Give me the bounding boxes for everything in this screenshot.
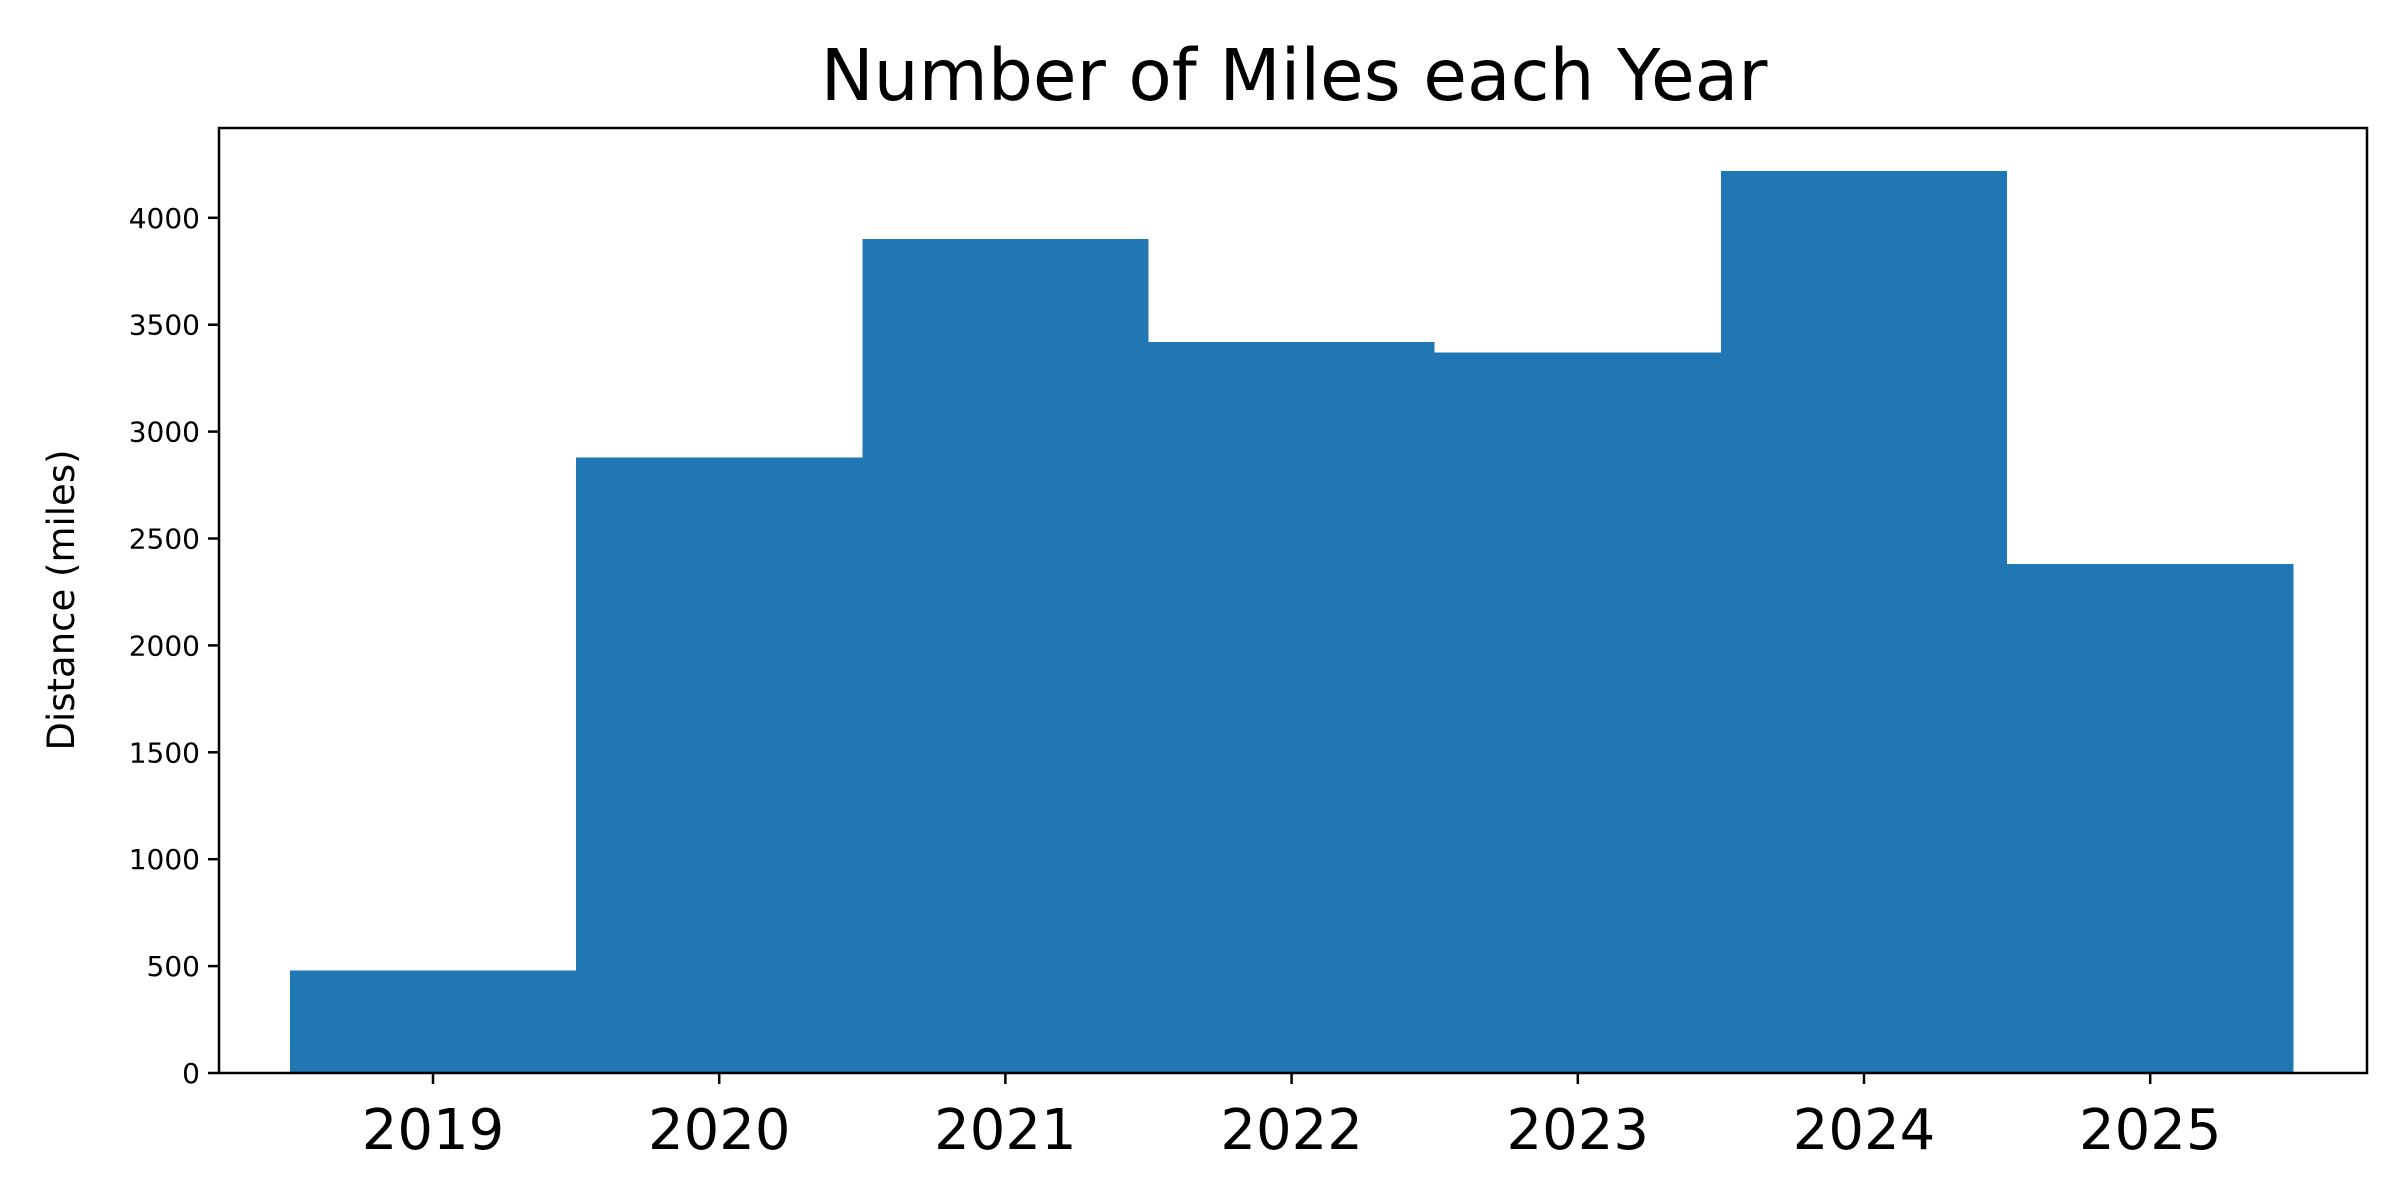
- y-tick-label: 4000: [129, 202, 200, 235]
- x-tick-label: 2019: [362, 1098, 505, 1163]
- plot-frame: [217, 126, 2369, 1075]
- x-tick-label: 2025: [2079, 1098, 2222, 1163]
- y-tick-label: 3000: [129, 416, 200, 449]
- y-tick-label: 0: [182, 1057, 200, 1090]
- bar-2023: [1434, 352, 1721, 1073]
- x-tick-label: 2024: [1793, 1098, 1936, 1163]
- bar-2022: [1148, 341, 1435, 1073]
- x-axis-ticks: 2019 2020 2021 2022 2023 2024 2025: [362, 1073, 2222, 1163]
- bar-2020: [576, 457, 863, 1073]
- y-tick-label: 1500: [129, 736, 200, 769]
- bar-2019: [289, 970, 577, 1073]
- y-tick-label: 2500: [129, 523, 200, 556]
- bar-2021: [862, 239, 1149, 1073]
- y-tick-label: 1000: [129, 843, 200, 876]
- x-tick-label: 2022: [1220, 1098, 1363, 1163]
- x-tick-label: 2020: [648, 1098, 791, 1163]
- bar-2025: [2007, 564, 2294, 1073]
- x-tick-label: 2023: [1507, 1098, 1650, 1163]
- y-axis-ticks: 0 500 1000 1500 2000 2500 3000 3500 4000: [129, 202, 219, 1090]
- y-axis-label: Distance (miles): [40, 449, 83, 750]
- y-tick-label: 500: [147, 950, 200, 983]
- y-tick-label: 3500: [129, 309, 200, 342]
- chart-title: Number of Miles each Year: [821, 34, 1769, 117]
- y-tick-label: 2000: [129, 629, 200, 662]
- bar-2024: [1720, 170, 2008, 1074]
- bars-group: [289, 170, 2294, 1074]
- x-tick-label: 2021: [934, 1098, 1077, 1163]
